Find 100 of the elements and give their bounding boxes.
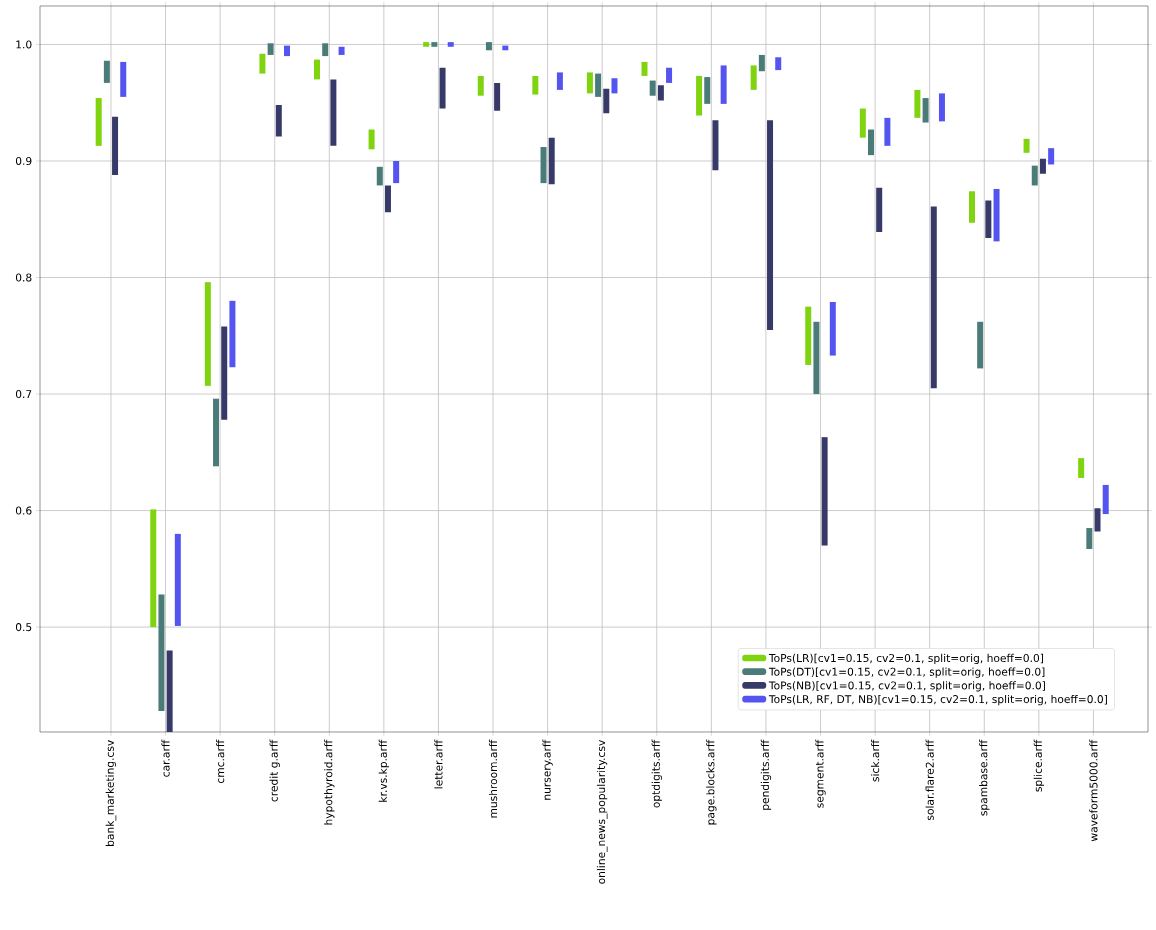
x-tick-label: segment.arff [815, 739, 826, 808]
bar [1102, 484, 1109, 515]
x-tick-label: cmc.arff [216, 739, 225, 783]
bar [368, 129, 375, 150]
bar [423, 42, 430, 47]
bar [775, 57, 782, 71]
bar [338, 46, 345, 55]
x-tick-label: nursery.arff [542, 739, 553, 800]
bar [704, 77, 711, 104]
bar [859, 108, 866, 138]
bar [657, 85, 664, 101]
bar [1031, 165, 1038, 186]
x-tick-label: kr.vs.kp.arff [378, 739, 390, 802]
bar [393, 160, 400, 184]
bar [213, 398, 220, 467]
x-tick-label: sick.arff [870, 739, 880, 782]
bar [720, 65, 727, 104]
bar [641, 61, 648, 76]
x-tick-label: page.blocks.arff [706, 739, 717, 825]
bar [876, 187, 883, 233]
bar [376, 166, 383, 186]
bar [758, 54, 765, 72]
bar [914, 89, 921, 118]
x-tick-label: pendigits.arff [760, 739, 772, 810]
bar [977, 321, 984, 369]
y-tick-label: 0.7 [15, 390, 32, 399]
y-tick-label: 0.5 [15, 623, 32, 632]
bar [330, 79, 337, 146]
x-tick-label: bank_marketing.csv [105, 740, 117, 846]
bar [821, 437, 828, 546]
bar [1078, 458, 1085, 478]
bar [666, 67, 673, 83]
bar [267, 43, 274, 55]
bar [1039, 158, 1046, 174]
y-tick-label: 0.6 [15, 506, 32, 515]
bar [930, 206, 937, 389]
bar [548, 137, 555, 185]
bar [540, 147, 547, 184]
bar [649, 80, 656, 96]
bar [120, 61, 127, 97]
bar [95, 98, 102, 146]
legend-label: ToPs(DT)[cv1=0.15, cv2=0.1, split=orig, hoeff=0.0] [768, 667, 1045, 678]
bar [259, 53, 266, 74]
y-tick-label: 0.8 [15, 273, 32, 282]
x-tick-label: letter.arff [434, 739, 443, 789]
x-tick-label: hypothyroid.arff [324, 739, 335, 825]
legend-label: ToPs(NB)[cv1=0.15, cv2=0.1, split=orig, hoeff=0.0] [768, 681, 1045, 692]
bar [829, 301, 836, 356]
bar [221, 326, 228, 420]
bar [384, 185, 391, 213]
bar [985, 200, 992, 238]
bar [603, 88, 610, 114]
bar [968, 191, 975, 223]
bar [485, 42, 492, 51]
bar [532, 75, 539, 95]
bar [158, 594, 165, 712]
bar [1023, 138, 1030, 153]
bar [494, 82, 501, 111]
bar [229, 300, 236, 368]
bar [611, 78, 618, 94]
bar [477, 75, 484, 96]
bar [1048, 148, 1055, 165]
bar [314, 59, 321, 80]
bar [275, 105, 282, 137]
bar [884, 117, 891, 146]
bar [112, 116, 119, 175]
y-tick-label: 1.0 [16, 40, 32, 49]
x-tick-label: credit g.arff [269, 739, 280, 802]
bar [439, 67, 446, 109]
x-tick-label: solar.flare2.arff [925, 739, 934, 821]
x-tick-label: waveform5000.arff [1089, 739, 1098, 842]
x-tick-label: car.arff [161, 739, 170, 777]
bar [586, 72, 593, 94]
x-tick-label: online_news_popularity.csv [596, 740, 608, 884]
bar [712, 120, 719, 171]
bar [805, 306, 812, 365]
bar [204, 282, 211, 386]
bar [166, 650, 173, 732]
bar [750, 65, 757, 90]
bar [283, 45, 290, 57]
legend-label: ToPs(LR, RF, DT, NB)[cv1=0.15, cv2=0.1, split=orig, hoeff=0.0] [768, 694, 1107, 706]
bar [556, 72, 563, 90]
x-tick-label: mushroom.arff [488, 739, 498, 818]
bar [767, 120, 774, 330]
bar [447, 42, 454, 47]
x-tick-label: optdigits.arff [651, 739, 662, 808]
bar [938, 93, 945, 122]
bar [868, 129, 875, 156]
bar [150, 509, 157, 628]
bar [322, 43, 329, 57]
bar [1094, 508, 1101, 532]
bar [431, 42, 438, 47]
bar [993, 188, 1000, 242]
bar [1086, 528, 1093, 550]
y-tick-label: 0.9 [15, 156, 32, 166]
x-tick-label: spambase.arff [979, 739, 990, 816]
bar [174, 533, 181, 626]
bar [103, 60, 110, 83]
legend-label: ToPs(LR)[cv1=0.15, cv2=0.1, split=orig, hoeff=0.0] [768, 653, 1044, 665]
bar [696, 75, 703, 116]
